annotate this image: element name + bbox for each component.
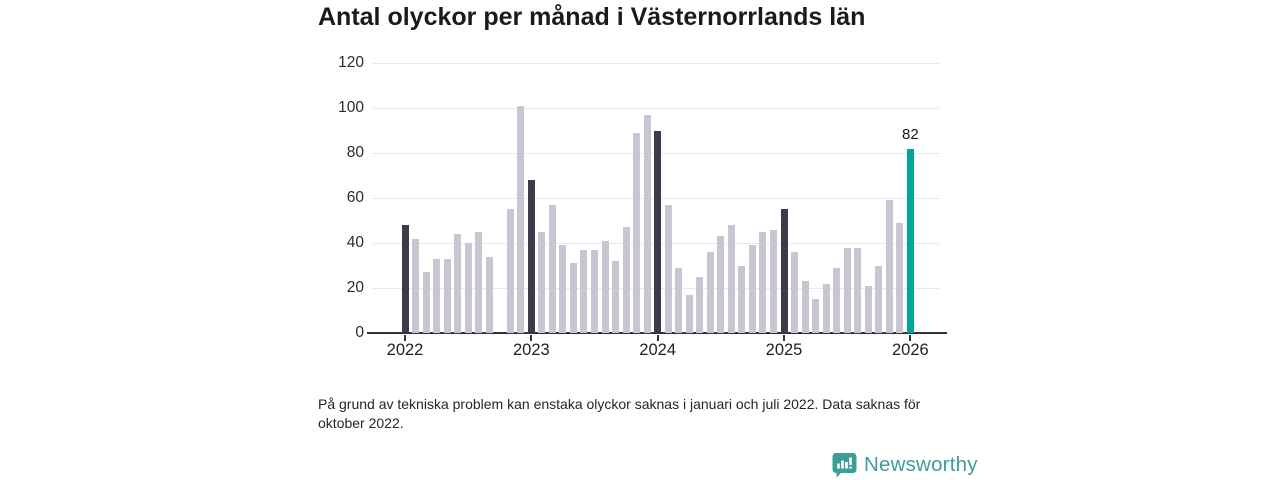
newsworthy-bar-chart-bubble-icon (832, 452, 857, 478)
x-axis-tick-mark (909, 335, 912, 341)
newsworthy-logo[interactable]: Newsworthy (832, 452, 978, 478)
bar-2023-10 (622, 227, 630, 333)
bar-2024-11 (759, 231, 767, 333)
bar-2023-02 (538, 231, 546, 333)
x-axis-tick-mark (656, 335, 659, 341)
x-axis-tick-mark (783, 335, 785, 341)
bar-2022-12 (517, 105, 525, 333)
bar-2024-12 (769, 229, 777, 333)
bar-2023-09 (612, 261, 620, 333)
bar-2023-01 (527, 180, 535, 333)
y-axis-tick-label: 120 (338, 54, 364, 71)
bar-2025-05 (822, 283, 830, 333)
newsworthy-logo-text: Newsworthy (864, 453, 978, 476)
y-axis-tick-label: 100 (338, 99, 364, 116)
bar-2022-06 (454, 234, 462, 333)
bar-2024-01 (654, 130, 662, 333)
x-axis-line (367, 332, 947, 334)
bar-2023-04 (559, 245, 567, 333)
y-axis-tick-label: 20 (346, 279, 364, 296)
x-axis-tick-mark (530, 335, 533, 341)
bar-2024-07 (717, 236, 725, 333)
bar-2023-11 (633, 132, 641, 333)
x-axis-tick-mark (404, 335, 406, 341)
bar-2025-11 (885, 200, 893, 333)
bar-2026-01 (906, 148, 914, 333)
bar-2022-04 (433, 258, 441, 333)
x-axis-tick-label: 2026 (891, 341, 929, 359)
bar-2023-08 (601, 240, 609, 333)
highlight-value-label: 82 (901, 125, 919, 143)
gridline-100 (372, 107, 940, 109)
bar-2023-07 (591, 249, 598, 333)
bar-2025-03 (801, 281, 809, 333)
bar-2024-09 (738, 265, 746, 333)
bar-2023-03 (548, 204, 556, 333)
y-axis-tick-label: 40 (346, 234, 364, 251)
bar-2025-07 (843, 247, 851, 333)
gridline-120 (372, 62, 940, 64)
bar-2022-08 (475, 231, 483, 333)
bar-2023-12 (643, 114, 651, 333)
bar-2022-11 (506, 209, 514, 333)
plot-area: 0 20 40 60 80 100 120 2022 2023 2024 2025 2026 82 (338, 54, 947, 359)
bar-2025-04 (812, 299, 820, 333)
bar-2024-02 (664, 204, 672, 333)
bar-2025-12 (896, 222, 904, 333)
bar-2022-05 (443, 258, 451, 333)
bar-2022-01 (401, 225, 409, 333)
bar-2025-08 (854, 247, 862, 333)
bar-2024-05 (696, 276, 704, 333)
bar-2024-10 (748, 245, 756, 333)
bar-2025-06 (833, 267, 841, 333)
bar-2025-09 (864, 285, 872, 333)
bar-2025-10 (875, 265, 883, 333)
bar-2022-02 (412, 238, 420, 333)
bar-2022-07 (464, 243, 472, 333)
chart-title: Antal olyckor per månad i Västernorrland… (318, 3, 866, 31)
bar-2023-05 (569, 263, 577, 333)
y-axis-tick-label: 0 (355, 324, 364, 341)
x-axis-tick-label: 2025 (765, 341, 803, 359)
x-axis-tick-label: 2022 (386, 341, 424, 359)
bar-2024-06 (706, 252, 714, 333)
bar-2023-06 (580, 249, 588, 333)
bar-2024-04 (685, 294, 693, 333)
x-axis-tick-label: 2023 (512, 341, 550, 359)
bar-2025-02 (791, 252, 799, 333)
bar-2025-01 (780, 209, 788, 333)
x-axis-tick-label: 2024 (639, 341, 677, 359)
chart-footnote: På grund av tekniska problem kan enstaka… (318, 396, 921, 432)
bar-2022-09 (485, 256, 493, 333)
y-axis-tick-label: 60 (346, 189, 364, 206)
y-axis-tick-label: 80 (346, 144, 364, 161)
bar-2022-03 (422, 272, 430, 333)
bar-2024-03 (675, 267, 683, 333)
bar-2024-08 (727, 225, 735, 333)
